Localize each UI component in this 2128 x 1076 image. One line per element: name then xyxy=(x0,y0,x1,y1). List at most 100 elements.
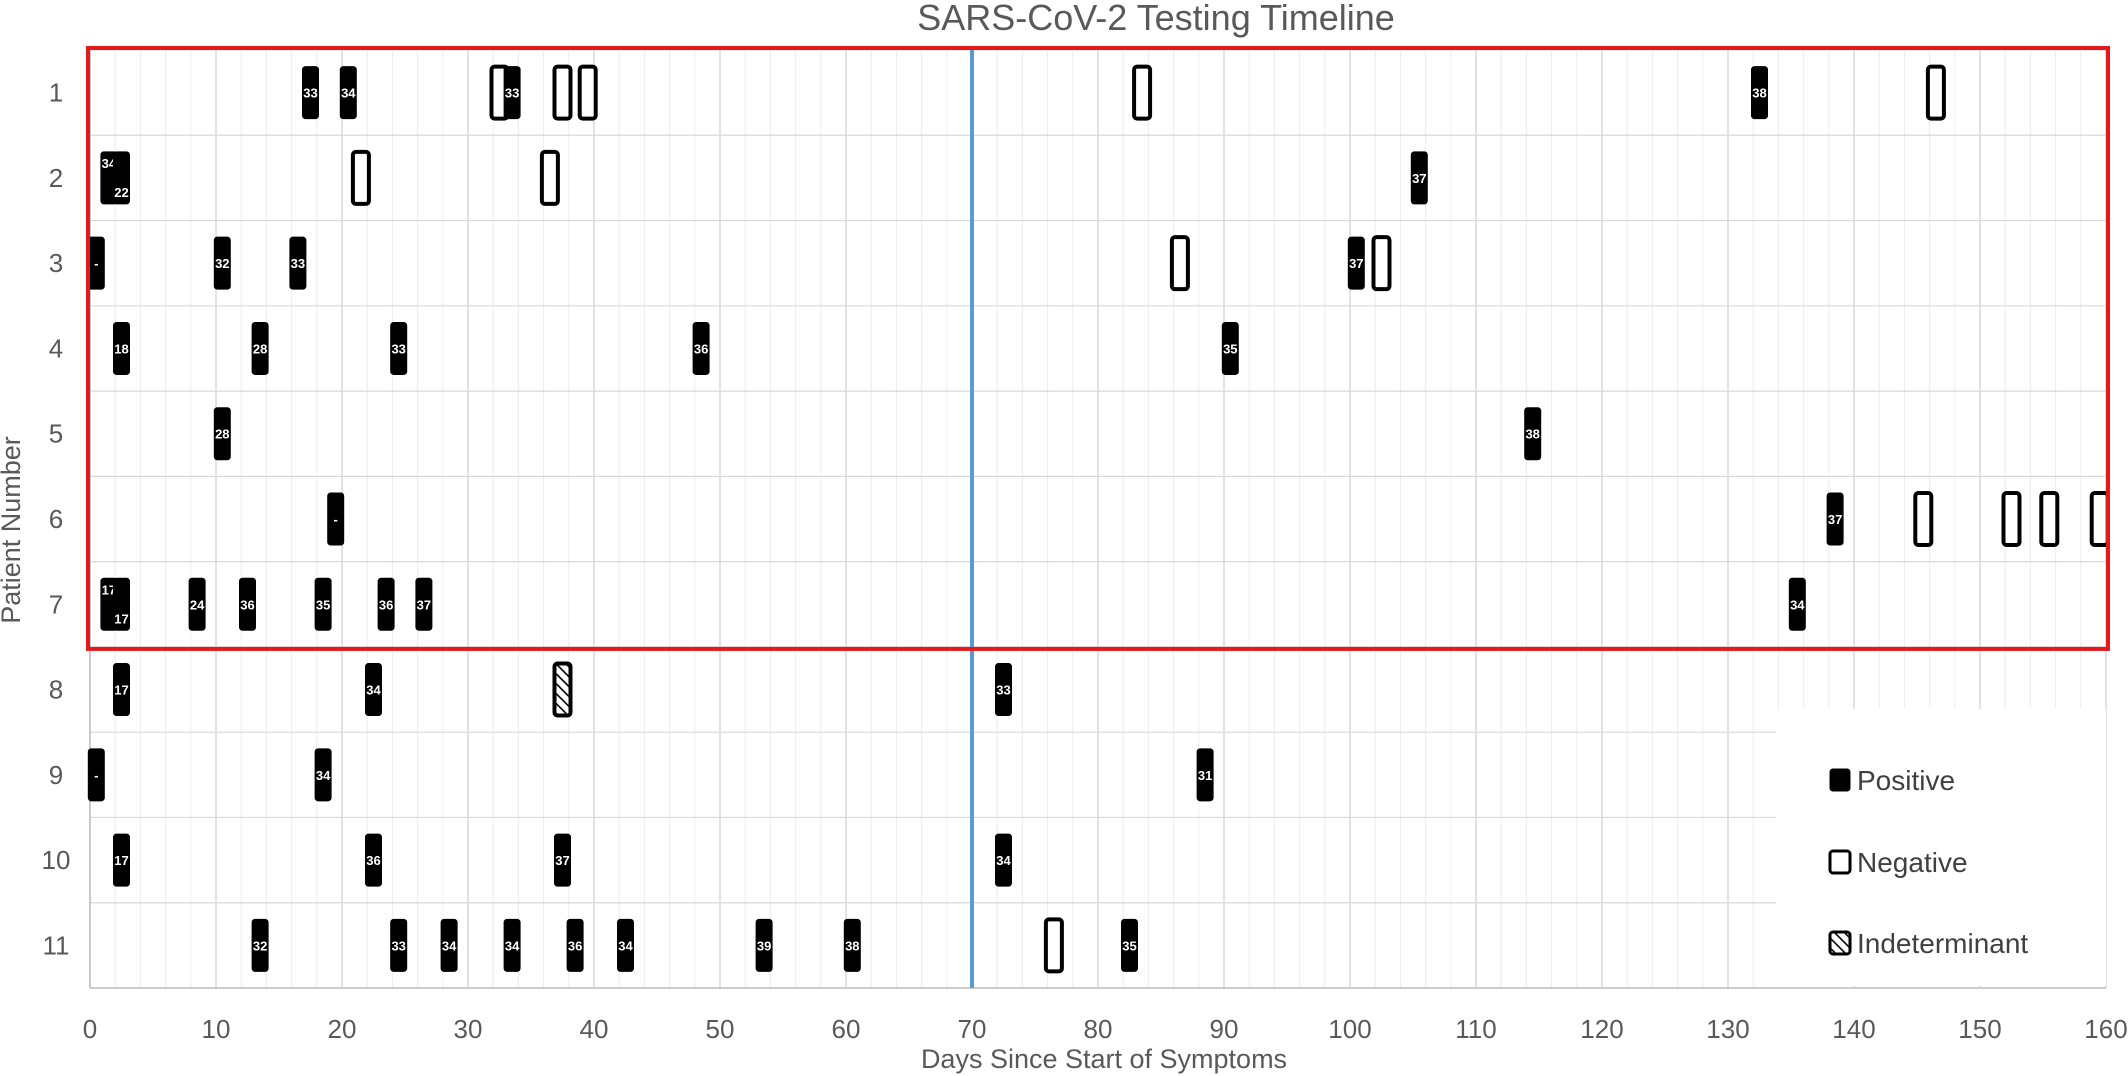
y-tick-label: 3 xyxy=(49,248,63,278)
ct-value-label: 17 xyxy=(114,853,128,868)
x-tick-label: 160 xyxy=(2084,1014,2127,1044)
ct-value-label: 34 xyxy=(442,938,457,953)
test-mark-shape xyxy=(503,918,521,972)
ct-value-label: 35 xyxy=(1122,938,1136,953)
test-mark-positive: 18 xyxy=(113,321,130,375)
test-mark-positive: 28 xyxy=(251,321,269,375)
test-mark-negative xyxy=(350,149,371,206)
test-mark-shape xyxy=(995,833,1012,887)
x-tick-label: 120 xyxy=(1580,1014,1623,1044)
x-tick-label: 0 xyxy=(83,1014,97,1044)
ct-value-label: 34 xyxy=(996,853,1011,868)
test-mark-shape xyxy=(251,321,269,375)
y-tick-label: 8 xyxy=(49,675,63,705)
test-mark-negative xyxy=(577,64,598,121)
test-mark-shape xyxy=(1043,917,1064,974)
test-mark-positive: 34 xyxy=(1788,577,1806,631)
grid xyxy=(89,49,2107,989)
ct-value-label: 17 xyxy=(114,683,128,698)
test-mark-shape xyxy=(1826,492,1844,546)
test-mark-shape xyxy=(1132,64,1153,121)
x-tick-label: 70 xyxy=(958,1014,987,1044)
test-mark-shape xyxy=(365,663,382,717)
y-axis-label: Patient Number xyxy=(0,436,26,624)
ct-value-label: 36 xyxy=(379,597,393,612)
test-mark-positive: 36 xyxy=(566,918,584,972)
test-mark-shape xyxy=(617,918,634,972)
legend: Positive Negative Indeterminant xyxy=(1776,708,2106,986)
x-tick-label: 30 xyxy=(454,1014,483,1044)
x-tick-label: 50 xyxy=(706,1014,735,1044)
y-tick-label: 6 xyxy=(49,504,63,534)
test-mark-positive: - xyxy=(327,492,345,546)
test-mark-positive: 22 xyxy=(113,151,130,205)
ct-value-label: 22 xyxy=(114,185,128,200)
ct-value-label: - xyxy=(94,256,98,271)
ct-value-label: 32 xyxy=(215,256,229,271)
ct-value-label: 38 xyxy=(1525,427,1539,442)
ct-value-label: 36 xyxy=(366,853,380,868)
test-mark-shape xyxy=(113,663,130,717)
test-mark-shape xyxy=(539,149,560,206)
test-mark-shape xyxy=(2001,491,2022,547)
x-tick-label: 90 xyxy=(1210,1014,1239,1044)
ct-value-label: 33 xyxy=(996,683,1010,698)
legend-swatch-indeterminate xyxy=(1828,930,1852,956)
test-mark-negative xyxy=(1925,64,1946,121)
test-mark-negative xyxy=(1169,235,1190,292)
test-mark-negative xyxy=(539,149,560,206)
ct-value-label: 37 xyxy=(1828,512,1842,527)
ct-value-label: 36 xyxy=(240,597,254,612)
test-mark-positive: 36 xyxy=(692,321,710,375)
ct-value-label: 39 xyxy=(757,938,771,953)
legend-swatch-negative xyxy=(1828,849,1852,875)
test-mark-positive: 35 xyxy=(1221,321,1239,375)
test-mark-positive: 37 xyxy=(554,833,571,887)
test-mark-shape xyxy=(1925,64,1946,121)
test-mark-shape xyxy=(390,918,408,972)
test-mark-negative xyxy=(552,64,573,121)
test-mark-positive: 37 xyxy=(415,577,433,631)
test-mark-shape xyxy=(213,236,231,290)
test-mark-shape xyxy=(843,918,861,972)
test-mark-shape xyxy=(113,321,130,375)
ct-value-label: 34 xyxy=(505,938,520,953)
test-marks: 33 34 33 38 34 22 37 - 32 33 37 18 28 33 36 35 28 38 - 37 17… xyxy=(87,64,2110,974)
ct-value-label: - xyxy=(334,512,338,527)
test-mark-positive: 33 xyxy=(390,321,408,375)
ct-value-label: 37 xyxy=(1412,171,1426,186)
y-tick-label: 1 xyxy=(49,78,63,108)
x-tick-label: 20 xyxy=(328,1014,357,1044)
x-axis-label: Days Since Start of Symptoms xyxy=(921,1044,1287,1074)
test-mark-positive: 34 xyxy=(339,66,357,120)
ct-value-label: 38 xyxy=(1752,86,1766,101)
ct-value-label: 33 xyxy=(391,938,405,953)
test-mark-positive: 33 xyxy=(302,66,319,120)
test-mark-shape xyxy=(113,577,130,631)
test-mark-negative xyxy=(1913,491,1934,547)
ct-value-label: 31 xyxy=(1198,768,1212,783)
ct-value-label: 18 xyxy=(114,341,128,356)
test-mark-shape xyxy=(552,661,573,718)
ct-value-label: 34 xyxy=(366,683,381,698)
ct-value-label: 28 xyxy=(215,427,229,442)
test-mark-shape xyxy=(213,407,231,461)
ct-value-label: 17 xyxy=(102,582,116,597)
test-mark-shape xyxy=(566,918,584,972)
ct-value-label: 34 xyxy=(341,86,356,101)
test-mark-positive: 35 xyxy=(314,577,332,631)
test-mark-positive: 35 xyxy=(1121,918,1138,972)
y-tick-label: 4 xyxy=(49,333,63,363)
test-mark-positive: 34 xyxy=(503,918,521,972)
test-mark-positive: 37 xyxy=(1410,151,1428,205)
test-mark-positive: 24 xyxy=(188,577,206,631)
ct-value-label: 33 xyxy=(303,86,317,101)
test-mark-shape xyxy=(327,492,345,546)
x-tick-label: 110 xyxy=(1455,1014,1496,1044)
test-mark-negative xyxy=(1132,64,1153,121)
chart-overlays xyxy=(86,46,2110,988)
test-mark-shape xyxy=(995,663,1012,717)
ct-value-label: 33 xyxy=(391,341,405,356)
test-mark-shape xyxy=(1788,577,1806,631)
test-mark-positive: 34 xyxy=(440,918,458,972)
